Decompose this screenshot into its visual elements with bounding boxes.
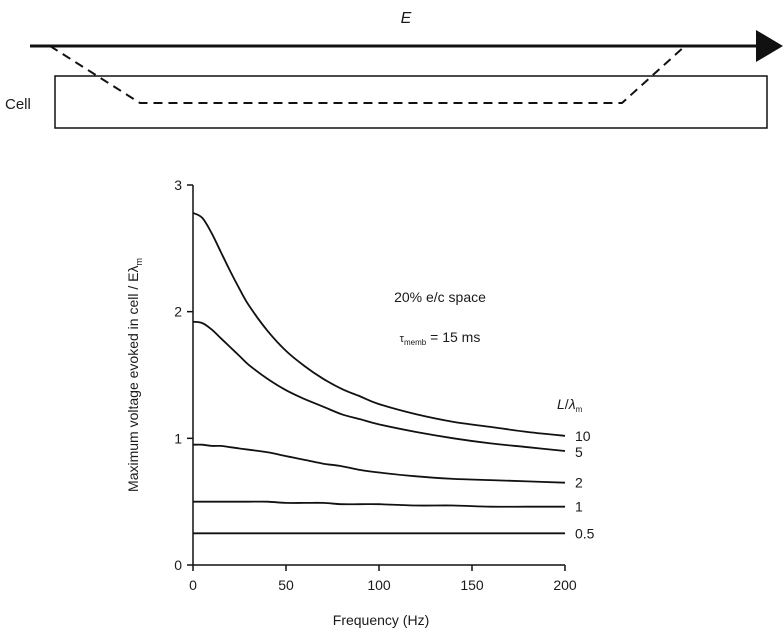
annotation-tau-value: = 15 ms bbox=[426, 329, 480, 345]
field-label: E bbox=[401, 10, 412, 27]
x-tick-label: 100 bbox=[367, 577, 391, 593]
x-tick-label: 200 bbox=[553, 577, 577, 593]
y-axis-title-main: Maximum voltage evoked in cell / Eλ bbox=[125, 266, 141, 492]
annotation-tau-symbol: τ bbox=[400, 333, 405, 345]
cell-outline bbox=[54, 75, 768, 129]
series-label: 2 bbox=[575, 475, 583, 491]
series-label: 0.5 bbox=[575, 525, 595, 541]
cell-label: Cell bbox=[5, 96, 31, 113]
series-line-5 bbox=[192, 320, 566, 452]
y-ticks: 0 1 2 3 bbox=[174, 177, 193, 573]
legend-title-sub: m bbox=[576, 405, 583, 414]
y-axis-title-sub: m bbox=[134, 258, 144, 266]
membrane-potential-profile bbox=[49, 45, 686, 104]
x-tick-label: 150 bbox=[460, 577, 484, 593]
x-axis-title: Frequency (Hz) bbox=[333, 612, 429, 628]
legend-title-lambda: λ bbox=[568, 396, 576, 412]
chart: 0 1 2 3 0 50 100 150 200 105 2 1 0.5 Frequency (Hz… bbox=[125, 177, 595, 628]
y-tick-label: 1 bbox=[174, 430, 182, 446]
series-lines bbox=[192, 212, 566, 535]
annotation-tau: τmemb = 15 ms bbox=[400, 329, 481, 347]
legend-title-slash: / bbox=[565, 396, 569, 412]
series-label: 10 bbox=[575, 428, 591, 444]
annotation-tau-sub: memb bbox=[404, 338, 427, 347]
y-tick-label: 3 bbox=[174, 177, 182, 193]
x-tick-label: 0 bbox=[189, 577, 197, 593]
annotation-space: 20% e/c space bbox=[394, 289, 486, 305]
series-label: 5 bbox=[575, 444, 583, 460]
y-tick-label: 2 bbox=[174, 304, 182, 320]
x-ticks: 0 50 100 150 200 bbox=[189, 565, 577, 593]
series-labels: 105 2 1 0.5 bbox=[575, 428, 595, 542]
x-tick-label: 50 bbox=[278, 577, 294, 593]
field-arrow-head bbox=[756, 30, 783, 62]
legend-title: L/λm bbox=[557, 396, 583, 414]
series-line-1 bbox=[193, 500, 565, 508]
schematic: E Cell bbox=[5, 10, 783, 129]
series-label: 1 bbox=[575, 499, 583, 515]
y-axis-title: Maximum voltage evoked in cell / Eλm bbox=[125, 258, 144, 492]
legend-title-L: L bbox=[557, 396, 565, 412]
y-tick-label: 0 bbox=[174, 557, 182, 573]
series-line-10 bbox=[192, 212, 566, 437]
series-line-2 bbox=[192, 443, 566, 484]
